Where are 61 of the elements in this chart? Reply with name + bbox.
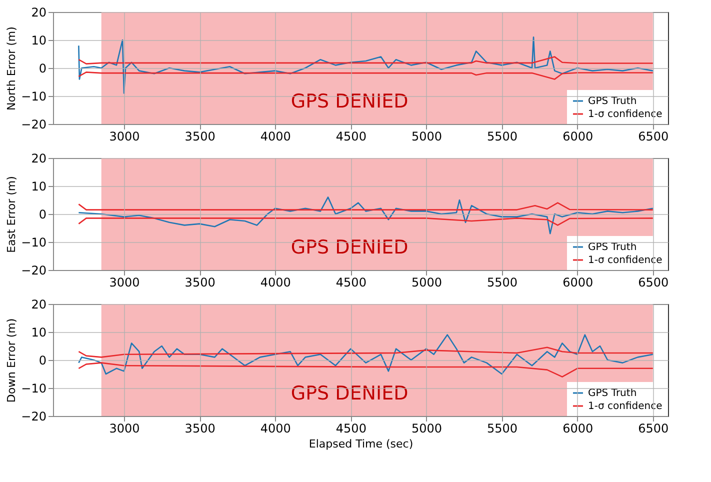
y-axis-title: East Error (m) <box>5 176 18 253</box>
x-tick-label: 4000 <box>260 422 291 436</box>
y-tick-label: −10 <box>21 90 46 104</box>
x-tick-label: 4500 <box>336 130 366 144</box>
line-series <box>78 362 654 378</box>
y-tick-label: −20 <box>21 118 46 132</box>
x-tick-label: 5500 <box>487 422 518 436</box>
y-axis-title: Down Error (m) <box>5 318 18 403</box>
x-tick-label: 5000 <box>411 422 442 436</box>
y-tick-label: 20 <box>31 152 46 166</box>
x-tick-label: 6500 <box>638 276 669 290</box>
x-tick-label: 5000 <box>411 130 442 144</box>
line-series <box>78 218 654 226</box>
band-label: GPS DENIED <box>290 90 408 113</box>
x-tick-label: 4500 <box>336 276 366 290</box>
x-tick-label: 3500 <box>184 130 216 144</box>
x-tick-label: 4000 <box>260 130 291 144</box>
x-tick-label: 6000 <box>562 422 594 436</box>
x-tick-label: 6500 <box>638 422 669 436</box>
y-tick-label: 10 <box>31 34 46 48</box>
x-tick-label: 4500 <box>336 422 366 436</box>
x-tick-label: 6000 <box>562 130 594 144</box>
legend-label: GPS Truth <box>588 96 637 107</box>
line-series <box>78 334 654 375</box>
line-series <box>78 36 654 94</box>
x-tick-label: 3500 <box>184 422 216 436</box>
legend-label: 1-σ confidence <box>588 109 662 120</box>
line-series <box>78 196 654 234</box>
y-tick-label: 0 <box>38 208 46 222</box>
line-series <box>78 72 654 80</box>
line-series <box>78 346 654 358</box>
legend-label: 1-σ confidence <box>588 401 662 412</box>
x-tick-label: 3000 <box>109 276 140 290</box>
x-tick-label: 5500 <box>487 276 518 290</box>
x-tick-label: 3000 <box>109 422 140 436</box>
band-label: GPS DENIED <box>290 236 408 259</box>
band-label: GPS DENIED <box>290 382 408 405</box>
x-tick-label: 6500 <box>638 130 669 144</box>
y-tick-label: 20 <box>31 6 46 20</box>
y-axis-title: North Error (m) <box>5 26 18 110</box>
y-tick-label: −20 <box>21 410 46 424</box>
y-tick-label: 10 <box>31 326 46 340</box>
x-tick-label: 4000 <box>260 276 291 290</box>
y-tick-label: 0 <box>38 62 46 76</box>
y-tick-label: 10 <box>31 180 46 194</box>
y-tick-label: 0 <box>38 354 46 368</box>
x-axis-title: Elapsed Time (sec) <box>308 438 414 450</box>
y-tick-label: −10 <box>21 382 46 396</box>
y-tick-label: 20 <box>31 298 46 312</box>
legend-label: GPS Truth <box>588 242 637 253</box>
legend-label: 1-σ confidence <box>588 255 662 266</box>
y-tick-label: −20 <box>21 264 46 278</box>
y-tick-label: −10 <box>21 236 46 250</box>
x-tick-label: 3000 <box>109 130 140 144</box>
x-tick-label: 5500 <box>487 130 518 144</box>
x-tick-label: 3500 <box>184 276 216 290</box>
legend-label: GPS Truth <box>588 388 637 399</box>
x-tick-label: 5000 <box>411 276 442 290</box>
line-series <box>78 202 654 210</box>
line-series <box>78 56 654 64</box>
x-tick-label: 6000 <box>562 276 594 290</box>
